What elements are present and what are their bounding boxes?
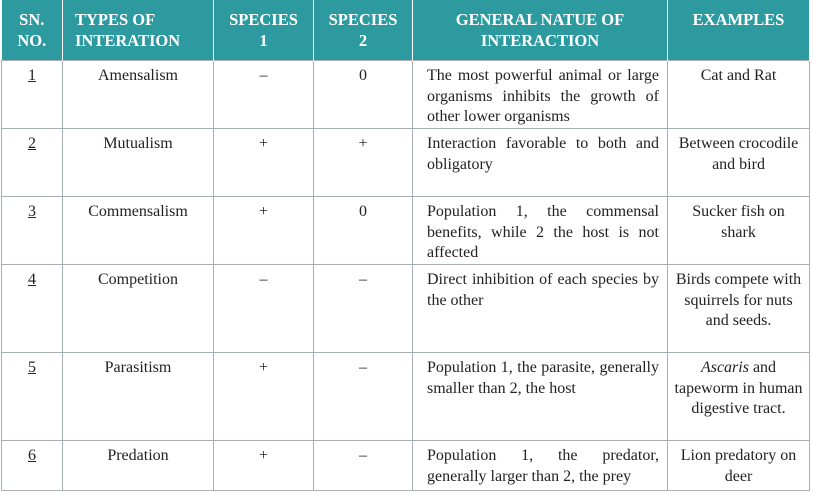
species-1: + [213, 352, 314, 441]
table-row: 3 Commensalism +0 Population 1, the commens… [1, 196, 810, 265]
header-row: SN. NO. TYPES OF INTERATION SPECIES 1 SPECI… [1, 0, 810, 61]
description: Population 1, the commensal benefits, wh… [412, 196, 668, 265]
serial-number-text: 6 [28, 447, 36, 464]
table-row: 6 Predation + – Population 1, the predator, … [1, 440, 810, 491]
table-row: 1 Amensalism –0 The most powerful animal or… [1, 60, 810, 129]
serial-number: 5 [1, 352, 63, 441]
example: Cat and Rat [667, 60, 810, 129]
species-1: + [213, 196, 314, 265]
description: Population 1, the predator, generally la… [412, 440, 668, 491]
species-2: – [313, 264, 413, 353]
example: Between crocodile and bird [667, 128, 810, 197]
example: Birds compete with squirrels for nuts an… [667, 264, 810, 353]
interaction-type: Competition [62, 264, 214, 353]
header-cell: EXAMPLES [667, 0, 810, 61]
species-2: + [313, 128, 413, 197]
serial-number-text: 1 [28, 67, 36, 84]
serial-number: 1 [1, 60, 63, 129]
species-1: + [213, 128, 314, 197]
header-cell: SPECIES 1 [213, 0, 314, 61]
serial-number: 2 [1, 128, 63, 197]
table-row: 2 Mutualism + + Interaction favorable to bot… [1, 128, 810, 197]
table-body: 1 Amensalism –0 The most powerful animal or… [1, 60, 810, 491]
example: Ascaris and tapeworm in human digestive … [667, 352, 810, 441]
header-cell: GENERAL NATUE OF INTERACTION [412, 0, 668, 61]
header-cell: SN. NO. [1, 0, 63, 61]
example-text: and tapeworm in human digestive tract. [674, 359, 803, 417]
species-1: – [213, 264, 314, 353]
table-row: 4 Competition – – Direct inhibition of each … [1, 264, 810, 353]
interaction-type: Mutualism [62, 128, 214, 197]
description: Population 1, the parasite, generally sm… [412, 352, 668, 441]
serial-number-text: 4 [28, 271, 36, 288]
header-cell: TYPES OF INTERATION [62, 0, 214, 61]
species-1: – [213, 60, 314, 129]
species-2: – [313, 352, 413, 441]
serial-number: 4 [1, 264, 63, 353]
species-2: – [313, 440, 413, 491]
description: Direct inhibition of each species by the… [412, 264, 668, 353]
table-row: 5 Parasitism + – Population 1, the parasite,… [1, 352, 810, 441]
interaction-type: Predation [62, 440, 214, 491]
serial-number-text: 5 [28, 359, 36, 376]
example-text: Ascaris [700, 359, 749, 376]
example: Sucker fish on shark [667, 196, 810, 265]
example: Lion predatory on deer [667, 440, 810, 491]
description: The most powerful animal or large organi… [412, 60, 668, 129]
interaction-type: Commensalism [62, 196, 214, 265]
species-2: 0 [313, 60, 413, 129]
serial-number: 3 [1, 196, 63, 265]
species-2: 0 [313, 196, 413, 265]
header-cell: SPECIES 2 [313, 0, 413, 61]
serial-number-text: 3 [28, 203, 36, 220]
serial-number-text: 2 [28, 135, 36, 152]
description: Interaction favorable to both and obliga… [412, 128, 668, 197]
species-1: + [213, 440, 314, 491]
interaction-type: Parasitism [62, 352, 214, 441]
serial-number: 6 [1, 440, 63, 491]
interaction-type: Amensalism [62, 60, 214, 129]
